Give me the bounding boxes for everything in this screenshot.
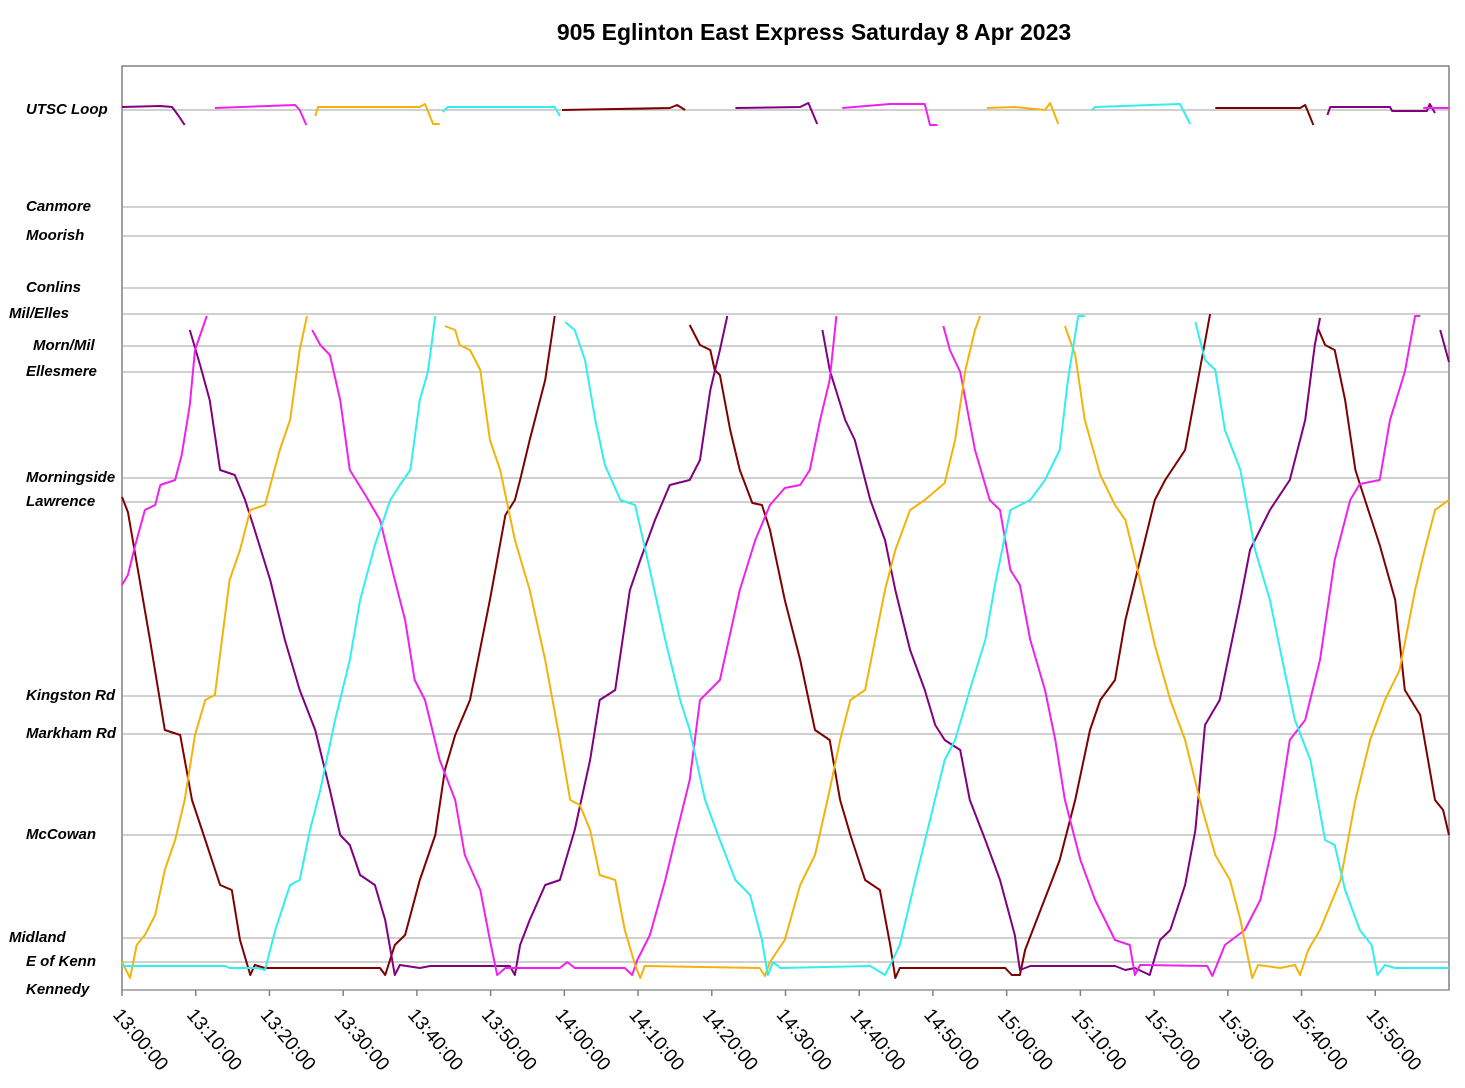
x-tick-label: 14:50:00	[919, 1005, 983, 1075]
y-tick-label: Canmore	[26, 198, 91, 215]
y-tick-label: Mil/Elles	[9, 305, 69, 322]
x-tick-label: 14:20:00	[698, 1005, 762, 1075]
chart-title: 905 Eglinton East Express Saturday 8 Apr…	[557, 19, 1071, 45]
x-tick-label: 13:00:00	[108, 1005, 172, 1075]
x-tick-label: 14:30:00	[772, 1005, 836, 1075]
x-tick-label: 13:20:00	[256, 1005, 320, 1075]
x-tick-label: 15:40:00	[1288, 1005, 1352, 1075]
x-tick-label: 13:10:00	[182, 1005, 246, 1075]
x-tick-label: 15:20:00	[1140, 1005, 1204, 1075]
x-tick-label: 13:50:00	[477, 1005, 541, 1075]
x-tick-label: 14:10:00	[624, 1005, 688, 1075]
y-tick-label: Morningside	[26, 469, 115, 486]
vehicle-line	[121, 102, 1450, 976]
y-tick-label: Morn/Mil	[33, 337, 95, 354]
vehicle-line	[121, 102, 1450, 979]
vehicle-line	[121, 103, 1449, 977]
x-tick-label: 13:40:00	[403, 1005, 467, 1075]
y-tick-label: Midland	[9, 929, 66, 946]
x-tick-label: 14:00:00	[551, 1005, 615, 1075]
y-tick-label: Kennedy	[26, 981, 90, 998]
x-tick-label: 15:50:00	[1362, 1005, 1426, 1075]
y-tick-label: Ellesmere	[26, 363, 97, 380]
y-tick-label: E of Kenn	[26, 953, 96, 970]
x-tick-label: 14:40:00	[846, 1005, 910, 1075]
y-tick-label: McCowan	[26, 826, 96, 843]
y-tick-label: Lawrence	[26, 493, 95, 510]
x-tick-label: 15:10:00	[1067, 1005, 1131, 1075]
y-tick-label: Moorish	[26, 227, 84, 244]
y-tick-label: Conlins	[26, 279, 81, 296]
vehicle-line	[121, 104, 1450, 979]
x-tick-label: 15:30:00	[1214, 1005, 1278, 1075]
x-tick-label: 15:00:00	[993, 1005, 1057, 1075]
y-tick-label: Kingston Rd	[26, 687, 116, 704]
plot-frame	[121, 65, 1450, 991]
y-tick-label: UTSC Loop	[26, 101, 108, 118]
x-tick-label: 13:30:00	[329, 1005, 393, 1075]
vehicle-line	[122, 103, 1449, 976]
y-tick-label: Markham Rd	[26, 725, 117, 742]
